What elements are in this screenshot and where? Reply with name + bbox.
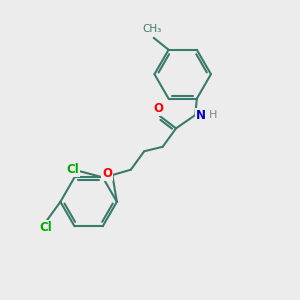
Text: Cl: Cl	[67, 164, 80, 176]
Text: CH₃: CH₃	[142, 24, 162, 34]
Text: N: N	[196, 109, 206, 122]
Text: Cl: Cl	[39, 221, 52, 234]
Text: O: O	[102, 167, 112, 180]
Text: O: O	[153, 102, 163, 115]
Text: H: H	[208, 110, 217, 120]
